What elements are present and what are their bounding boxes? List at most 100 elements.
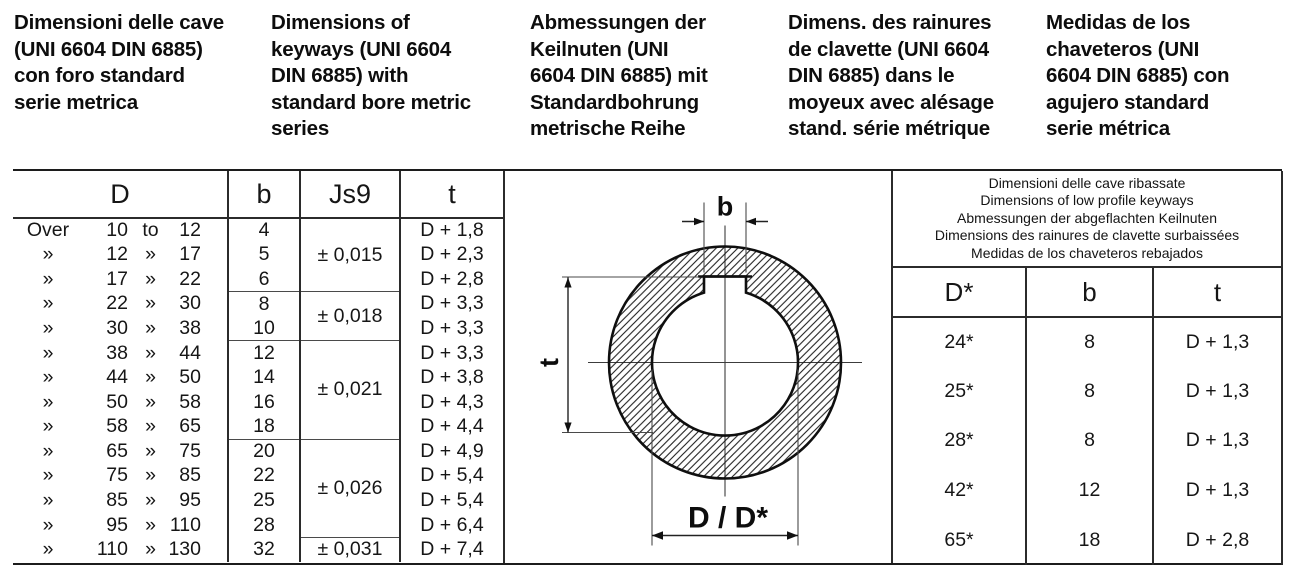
b-value-cell: 4: [227, 218, 300, 243]
b-value-cell: 8: [227, 291, 300, 317]
low-profile-table-title: Dimensioni delle cave ribassate Dimensio…: [893, 171, 1283, 268]
t-formula-cell: D + 1,3: [1151, 416, 1283, 466]
low-profile-row: 24* 8 D + 1,3: [893, 317, 1283, 367]
low-profile-row: 42* 12 D + 1,3: [893, 465, 1283, 516]
low-profile-keyway-table: Dimensioni delle cave ribassate Dimensio…: [893, 171, 1284, 565]
t-formula-cell: D + 1,3: [1151, 366, 1283, 417]
t-formula-cell: D + 6,4: [399, 512, 503, 538]
range-to-cell: 110: [169, 513, 201, 536]
t-formula-cell: D + 1,3: [1151, 317, 1283, 367]
range-to-cell: 65: [179, 415, 201, 438]
dim-label-d: D / D*: [688, 502, 768, 535]
range-word-cell: »: [145, 390, 156, 413]
range-to-cell: 30: [179, 292, 201, 315]
keyway-size-row: » 85 » 95 25 D + 5,4: [13, 488, 503, 513]
range-word-cell: to: [142, 219, 159, 242]
keyway-cross-section-drawing: b t D / D*: [534, 192, 862, 546]
range-word-cell: »: [145, 464, 156, 487]
range-word-cell: »: [42, 317, 54, 340]
t-formula-cell: D + 3,3: [399, 340, 503, 366]
range-word-cell: »: [42, 488, 54, 511]
range-from-cell: 50: [106, 390, 128, 413]
b-value-cell: 8: [1025, 317, 1153, 367]
title-german: Abmessungen der Keilnuten (UNI 6604 DIN …: [530, 11, 708, 140]
t-formula-cell: D + 7,4: [399, 537, 503, 562]
range-word-cell: »: [145, 292, 156, 315]
b-value-cell: 8: [1025, 366, 1153, 417]
range-from-cell: 10: [106, 219, 128, 242]
b-value-cell: 12: [1025, 465, 1153, 516]
hub-outline: [607, 245, 843, 480]
t-formula-cell: D + 5,4: [399, 463, 503, 489]
keyway-size-row: » 58 » 65 18 D + 4,4: [13, 414, 503, 440]
header-row: D b Js9 t: [13, 171, 503, 219]
keyway-size-row: » 65 » 75 20 ± 0,026 D + 4,9: [13, 439, 503, 538]
dstar-value-cell: 65*: [944, 528, 974, 551]
range-word-cell: »: [42, 292, 54, 315]
range-from-cell: 85: [106, 488, 128, 511]
range-from-cell: 75: [106, 464, 128, 487]
title-italian: Dimensioni delle cave (UNI 6604 DIN 6885…: [14, 11, 224, 114]
range-word-cell: »: [42, 415, 54, 438]
range-word-cell: »: [145, 243, 156, 266]
hub-hatched-section: [609, 246, 841, 479]
dstar-value-cell: 24*: [944, 330, 974, 353]
range-to-cell: 58: [179, 390, 201, 413]
range-from-cell: 65: [106, 439, 128, 462]
arrowhead: [652, 531, 663, 540]
b-dimension: b: [682, 192, 768, 273]
b-value-cell: 12: [227, 340, 300, 366]
dstar-value-cell: 42*: [944, 479, 974, 502]
b-value-cell: 28: [227, 512, 300, 538]
b-value-cell: 16: [227, 389, 300, 415]
b-value-cell: 10: [227, 316, 300, 342]
range-to-cell: 95: [179, 488, 201, 511]
range-word-cell: »: [145, 341, 156, 364]
b-value-cell: 18: [1025, 515, 1153, 565]
range-to-cell: 130: [168, 538, 201, 561]
keyway-size-row: » 50 » 58 16 D + 4,3: [13, 389, 503, 415]
dstar-value-cell: 25*: [944, 379, 974, 402]
col-header-b: b: [227, 171, 300, 219]
arrowhead: [746, 217, 756, 226]
range-word-cell: »: [145, 513, 156, 536]
title-english: Dimensions of keyways (UNI 6604 DIN 6885…: [271, 11, 471, 140]
range-word-cell: »: [145, 366, 156, 389]
range-from-cell: 95: [106, 513, 128, 536]
col-header-t: t: [1151, 267, 1283, 318]
b-value-cell: 8: [1025, 416, 1153, 466]
keyway-size-row: » 30 » 38 10 D + 3,3: [13, 316, 503, 342]
range-from-cell: 12: [106, 243, 128, 266]
arrowhead: [564, 277, 572, 288]
range-word-cell: »: [145, 317, 156, 340]
range-word-cell: »: [145, 415, 156, 438]
range-word-cell: »: [145, 538, 156, 561]
keyway-size-row: » 110 » 130 32 ± 0,031 D + 7,4: [13, 537, 503, 562]
dim-label-b: b: [717, 192, 734, 222]
range-word-cell: »: [145, 439, 156, 462]
multilingual-header-row: Dimensioni delle cave ribassate Dimensio…: [893, 171, 1283, 268]
low-profile-row: 25* 8 D + 1,3: [893, 366, 1283, 417]
range-from-cell: 110: [96, 538, 128, 561]
keyway-size-row: » 12 » 17 5 D + 2,3: [13, 242, 503, 268]
range-from-cell: 44: [106, 366, 128, 389]
t-formula-cell: D + 1,8: [399, 218, 503, 243]
column-header-row: D* b t: [893, 267, 1283, 318]
js9-tolerance-cell: ± 0,015: [299, 218, 400, 293]
col-header-D: D: [13, 171, 228, 219]
js9-tolerance-cell: ± 0,031: [299, 537, 400, 562]
col-header-Dstar: D*: [893, 267, 1026, 318]
range-word-cell: »: [42, 513, 54, 536]
keyway-size-row: » 95 » 110 28 D + 6,4: [13, 512, 503, 538]
low-profile-row: 28* 8 D + 1,3: [893, 416, 1283, 466]
js9-tolerance-cell: ± 0,021: [299, 340, 400, 440]
range-word-cell: »: [42, 464, 54, 487]
range-word-cell: »: [42, 390, 54, 413]
standard-keyway-table: D b Js9 t Over 10 to 12 4 ± 0,015 D + 1,…: [13, 171, 503, 562]
t-formula-cell: D + 3,3: [399, 291, 503, 317]
keyway-size-row: » 44 » 50 14 D + 3,8: [13, 365, 503, 390]
range-word-cell: »: [42, 267, 54, 290]
b-value-cell: 18: [227, 414, 300, 440]
range-word-cell: Over: [26, 219, 70, 242]
tables-band: D b Js9 t Over 10 to 12 4 ± 0,015 D + 1,…: [13, 169, 1284, 565]
